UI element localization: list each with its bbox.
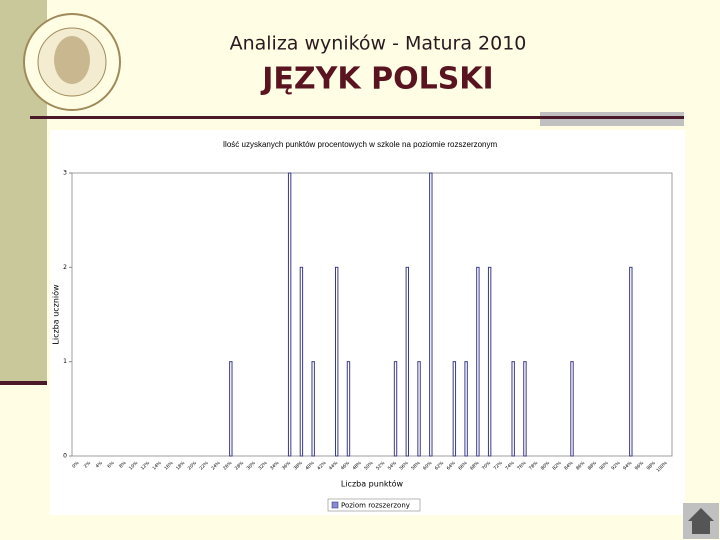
x-tick-label: 44% xyxy=(328,460,340,472)
x-tick-label: 48% xyxy=(351,460,363,472)
x-tick-label: 24% xyxy=(210,460,222,472)
x-tick-label: 94% xyxy=(622,460,634,472)
x-tick-label: 82% xyxy=(551,460,563,472)
chart-title: Ilość uzyskanych punktów procentowych w … xyxy=(223,140,498,149)
bar xyxy=(570,361,574,457)
x-tick-label: 60% xyxy=(422,460,434,472)
y-axis-label: Liczba uczniów xyxy=(51,284,61,345)
x-tick-label: 50% xyxy=(363,460,375,472)
bar xyxy=(523,361,527,457)
bar xyxy=(511,361,515,457)
bar xyxy=(417,361,421,457)
x-tick-label: 52% xyxy=(375,460,387,472)
x-tick-label: 42% xyxy=(316,460,328,472)
chart-area xyxy=(50,130,685,515)
header-line xyxy=(30,116,684,119)
x-tick-label: 56% xyxy=(398,460,410,472)
bar xyxy=(311,361,315,457)
x-tick-label: 72% xyxy=(493,460,505,472)
header-subject: JĘZYK POLSKI xyxy=(260,62,493,97)
x-tick-label: 34% xyxy=(269,460,281,472)
x-tick-label: 46% xyxy=(340,460,352,472)
x-tick-label: 16% xyxy=(163,460,175,472)
bar xyxy=(487,266,492,457)
x-tick-label: 30% xyxy=(246,460,258,472)
x-tick-label: 54% xyxy=(387,460,399,472)
x-tick-label: 14% xyxy=(151,460,163,472)
x-tick-label: 6% xyxy=(106,460,116,470)
x-tick-label: 36% xyxy=(281,460,293,472)
x-tick-label: 38% xyxy=(293,460,305,472)
side-line xyxy=(0,381,47,385)
y-tick-label: 0 xyxy=(63,453,67,460)
x-tick-label: 78% xyxy=(528,460,540,472)
x-tick-label: 8% xyxy=(118,460,128,470)
x-tick-label: 2% xyxy=(83,460,93,470)
home-body xyxy=(692,521,710,534)
bar xyxy=(299,266,304,457)
bar xyxy=(229,361,233,457)
x-tick-label: 84% xyxy=(563,460,575,472)
header-title: Analiza wyników - Matura 2010 xyxy=(230,33,527,55)
logo-portrait xyxy=(54,36,90,84)
bar xyxy=(429,172,433,457)
bar xyxy=(452,361,457,457)
home-roof xyxy=(688,508,714,521)
x-tick-label: 76% xyxy=(516,460,528,472)
bar xyxy=(629,266,633,457)
x-tick-label: 74% xyxy=(504,460,516,472)
x-tick-label: 62% xyxy=(434,460,446,472)
bar xyxy=(287,172,292,457)
y-tick-label: 3 xyxy=(63,170,67,177)
x-tick-label: 64% xyxy=(446,460,458,472)
bar xyxy=(464,361,468,457)
x-tick-label: 28% xyxy=(234,460,246,472)
x-tick-label: 80% xyxy=(540,460,552,472)
x-tick-label: 88% xyxy=(587,460,599,472)
x-tick-label: 86% xyxy=(575,460,587,472)
legend-box xyxy=(327,498,421,512)
x-tick-label: 90% xyxy=(598,460,610,472)
y-tick-label: 1 xyxy=(63,358,67,365)
legend-label: Poziom rozszerzony xyxy=(341,502,410,510)
x-tick-label: 4% xyxy=(95,460,105,470)
x-tick-label: 12% xyxy=(140,460,152,472)
x-tick-label: 98% xyxy=(646,460,658,472)
x-tick-label: 58% xyxy=(410,460,422,472)
x-tick-label: 96% xyxy=(634,460,646,472)
bar xyxy=(346,361,351,457)
bar xyxy=(393,361,398,457)
x-tick-label: 22% xyxy=(198,460,210,472)
bar xyxy=(335,266,339,457)
x-tick-label: 32% xyxy=(257,460,269,472)
x-axis-label: Liczba punktów xyxy=(341,479,404,489)
home-icon[interactable] xyxy=(683,503,719,539)
x-tick-label: 66% xyxy=(457,460,469,472)
x-tick-label: 18% xyxy=(175,460,187,472)
bar xyxy=(476,266,480,457)
x-tick-label: 68% xyxy=(469,460,481,472)
x-tick-label: 40% xyxy=(304,460,316,472)
x-tick-label: 92% xyxy=(610,460,622,472)
x-tick-label: 10% xyxy=(128,460,140,472)
y-tick-label: 2 xyxy=(63,264,67,271)
x-tick-label: 70% xyxy=(481,460,493,472)
x-tick-label: 26% xyxy=(222,460,234,472)
x-tick-label: 0% xyxy=(71,460,81,470)
bar xyxy=(405,266,409,457)
legend-swatch xyxy=(331,501,339,509)
x-tick-label: 20% xyxy=(187,460,199,472)
plot-frame xyxy=(71,172,673,457)
